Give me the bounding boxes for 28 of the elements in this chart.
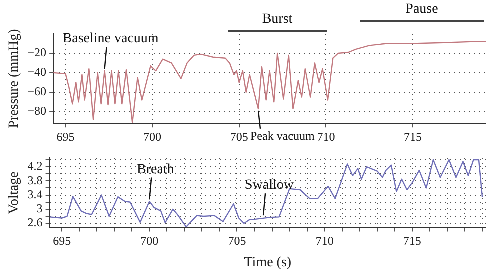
x-axis-title: Time (s) <box>244 255 292 270</box>
x-tick-label: 705 <box>230 130 248 144</box>
x-tick-label: 705 <box>228 234 246 248</box>
y-tick-label: 3.8 <box>28 173 43 188</box>
x-tick-label: 700 <box>140 234 159 248</box>
x-tick-label: 695 <box>56 130 75 144</box>
y-tick-label: −20 <box>28 46 47 60</box>
annotation: Swallow <box>245 178 295 194</box>
x-tick-label: 715 <box>404 130 422 144</box>
text: Burst <box>261 12 294 28</box>
y-tick-label: 3 <box>36 202 43 216</box>
x-tick-label: 700 <box>144 130 162 144</box>
y-tick-label: 2.6 <box>28 216 43 230</box>
y-tick-label: 3.4 <box>28 187 43 202</box>
y-tick-label: −40 <box>28 65 47 80</box>
annotation: Baseline vacuum <box>62 32 159 47</box>
x-tick-label: 695 <box>53 234 72 248</box>
x-tick-label: 715 <box>403 234 422 248</box>
text: Pause <box>404 2 440 18</box>
y-axis-title: Pressure (mmHg) <box>7 28 22 128</box>
x-tick-label: 710 <box>317 130 336 144</box>
x-tick-label: 710 <box>316 234 334 248</box>
y-axis-title: Voltage <box>7 172 22 214</box>
annotation: Peak vacuum <box>250 129 316 144</box>
annotation: Breath <box>136 162 174 178</box>
y-tick-label: −80 <box>28 104 47 118</box>
y-tick-label: −60 <box>28 84 47 99</box>
y-tick-label: 4.2 <box>28 159 43 174</box>
